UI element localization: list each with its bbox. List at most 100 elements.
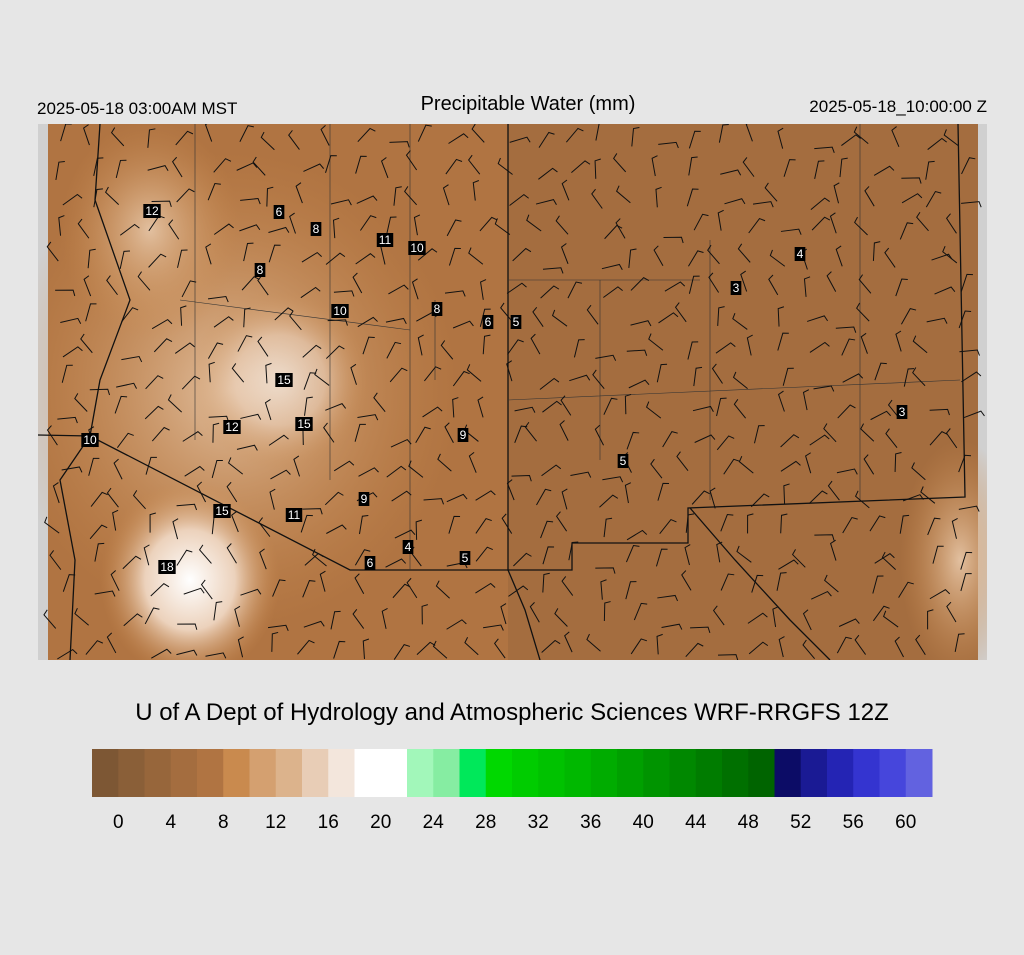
wind-barb bbox=[715, 342, 736, 354]
wind-barb bbox=[685, 642, 704, 658]
colorbar-swatch bbox=[512, 749, 539, 797]
wind-barb bbox=[712, 605, 725, 626]
wind-barb bbox=[716, 541, 723, 563]
wind-barb bbox=[809, 341, 830, 353]
station-value: 15 bbox=[297, 417, 311, 431]
wind-barb bbox=[903, 368, 915, 387]
wind-barb bbox=[137, 271, 151, 291]
wind-barb bbox=[824, 574, 839, 593]
wind-barb bbox=[830, 539, 837, 561]
wind-barb bbox=[240, 588, 262, 596]
wind-barb bbox=[694, 434, 716, 443]
wind-barb bbox=[417, 124, 432, 142]
wind-barb bbox=[446, 219, 462, 237]
wind-barb bbox=[746, 334, 753, 356]
wind-barb bbox=[509, 194, 529, 206]
wind-barb bbox=[74, 393, 88, 412]
wind-barb bbox=[733, 399, 747, 419]
wind-barb bbox=[252, 156, 266, 176]
wind-barb bbox=[900, 308, 917, 325]
field-moist bbox=[100, 480, 280, 660]
wind-barb bbox=[506, 282, 527, 294]
wind-barb bbox=[213, 223, 234, 235]
wind-barb bbox=[894, 636, 904, 658]
wind-barb bbox=[778, 559, 799, 570]
wind-barb bbox=[709, 487, 716, 509]
wind-barb bbox=[268, 226, 290, 233]
wind-barb bbox=[783, 159, 796, 177]
wind-barb bbox=[863, 454, 875, 475]
wind-barb bbox=[110, 570, 120, 591]
wind-barb bbox=[265, 362, 272, 384]
wind-barb bbox=[176, 188, 195, 203]
wind-barb bbox=[690, 626, 711, 634]
colorbar-label: 36 bbox=[580, 812, 601, 833]
wind-barb bbox=[601, 263, 623, 270]
wind-barb bbox=[960, 273, 973, 292]
wind-barb bbox=[326, 524, 347, 534]
colorbar-label: 52 bbox=[790, 812, 811, 833]
wind-barb bbox=[691, 490, 710, 505]
colorbar-swatch bbox=[774, 749, 802, 797]
wind-barb bbox=[475, 490, 496, 501]
wind-barb bbox=[288, 130, 300, 150]
wind-barb bbox=[894, 452, 902, 472]
wind-barb bbox=[467, 154, 481, 175]
wind-barb bbox=[415, 519, 423, 540]
wind-barb bbox=[177, 249, 188, 268]
wind-barb bbox=[482, 334, 491, 355]
wind-barb bbox=[780, 513, 788, 534]
wind-barb bbox=[303, 372, 317, 390]
wind-barb bbox=[658, 312, 679, 324]
wind-barb bbox=[626, 349, 648, 356]
colorbar-swatch bbox=[564, 749, 592, 797]
wind-barb bbox=[720, 573, 735, 591]
wind-barb bbox=[356, 195, 378, 204]
wind-barb bbox=[411, 278, 419, 300]
wind-barb bbox=[393, 186, 402, 206]
station: 5 bbox=[510, 315, 522, 329]
wind-barb bbox=[325, 345, 345, 359]
wind-barb bbox=[603, 286, 623, 298]
wind-barb bbox=[243, 242, 254, 262]
wind-barb bbox=[836, 636, 852, 654]
wind-barb bbox=[289, 310, 302, 331]
wind-barb bbox=[688, 130, 701, 149]
map: 12 6 8 11 10 8 10 8 6 5 3 4 15 12 15 9 10 5 3 15 11 9 18 4 6 5 bbox=[38, 124, 987, 660]
wind-barb bbox=[445, 158, 463, 175]
wind-barb bbox=[555, 511, 568, 532]
wind-barb bbox=[183, 587, 205, 595]
wind-barb bbox=[85, 640, 104, 655]
colorbar-swatch bbox=[92, 749, 119, 797]
wind-barb bbox=[899, 514, 910, 534]
wind-barb bbox=[171, 156, 183, 178]
wind-barb bbox=[839, 157, 848, 178]
valid-time-local: 2025-05-18 03:00AM MST bbox=[37, 99, 237, 118]
station-value: 6 bbox=[485, 315, 492, 329]
wind-barb bbox=[393, 643, 411, 660]
colorbar-label: 28 bbox=[475, 812, 496, 833]
colorbar-swatch bbox=[669, 749, 697, 797]
wind-barb bbox=[927, 609, 934, 630]
wind-barb bbox=[570, 471, 592, 478]
wind-barb bbox=[448, 515, 461, 534]
colorbar-swatch bbox=[275, 749, 303, 797]
wind-barb bbox=[325, 155, 337, 173]
wind-barb bbox=[827, 480, 840, 501]
wind-barb bbox=[655, 548, 668, 567]
wind-barb bbox=[724, 198, 746, 205]
wind-barb bbox=[540, 285, 560, 299]
wind-barb bbox=[860, 332, 868, 354]
wind-barb bbox=[942, 245, 958, 264]
wind-barb bbox=[745, 124, 753, 142]
wind-barb bbox=[780, 434, 800, 448]
wind-barb bbox=[946, 601, 957, 623]
wind-barb bbox=[500, 603, 507, 625]
wind-barb bbox=[200, 579, 213, 600]
wind-barb bbox=[626, 431, 640, 450]
wind-barb bbox=[658, 141, 679, 149]
wind-barb bbox=[842, 516, 858, 534]
colorbar-swatch bbox=[538, 749, 565, 797]
wind-barb bbox=[501, 513, 513, 534]
wind-barb bbox=[314, 368, 330, 386]
